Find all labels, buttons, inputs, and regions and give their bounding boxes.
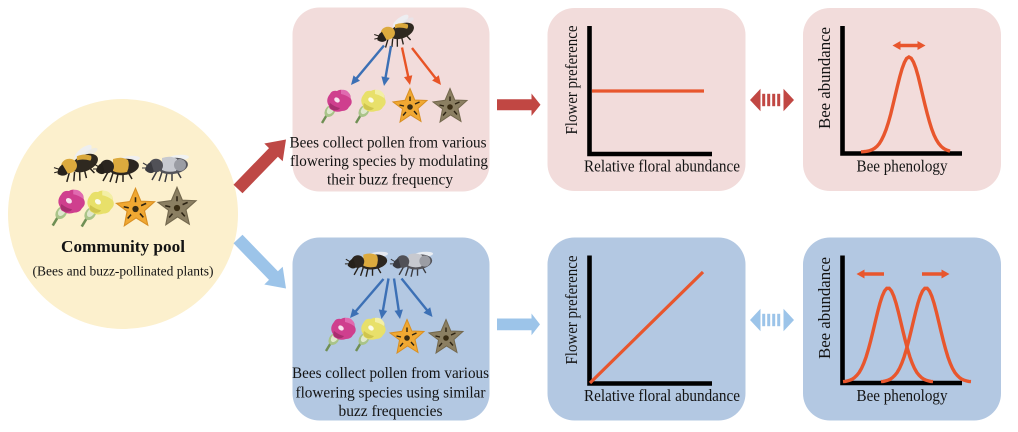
- svg-text:Bee phenology: Bee phenology: [857, 386, 948, 405]
- svg-text:Bees collect pollen from vario: Bees collect pollen from various: [292, 365, 489, 382]
- svg-text:Community pool: Community pool: [61, 237, 185, 256]
- svg-text:Flower preference: Flower preference: [562, 256, 581, 365]
- svg-text:Relative floral abundance: Relative floral abundance: [584, 157, 740, 176]
- svg-text:Bee abundance: Bee abundance: [815, 257, 834, 359]
- svg-text:(Bees and buzz-pollinated plan: (Bees and buzz-pollinated plants): [33, 265, 214, 280]
- svg-text:flowering species using simila: flowering species using similar: [296, 385, 487, 402]
- svg-text:Bees collect pollen from vario: Bees collect pollen from various: [290, 135, 487, 152]
- svg-text:Bee abundance: Bee abundance: [815, 27, 834, 129]
- svg-text:their buzz frequency: their buzz frequency: [327, 172, 453, 189]
- svg-text:Flower preference: Flower preference: [562, 26, 581, 135]
- svg-text:Bee phenology: Bee phenology: [857, 157, 948, 176]
- svg-text:flowering species by modulatin: flowering species by modulating: [290, 153, 488, 170]
- svg-text:Relative floral abundance: Relative floral abundance: [584, 386, 740, 405]
- svg-text:buzz frequencies: buzz frequencies: [339, 403, 443, 420]
